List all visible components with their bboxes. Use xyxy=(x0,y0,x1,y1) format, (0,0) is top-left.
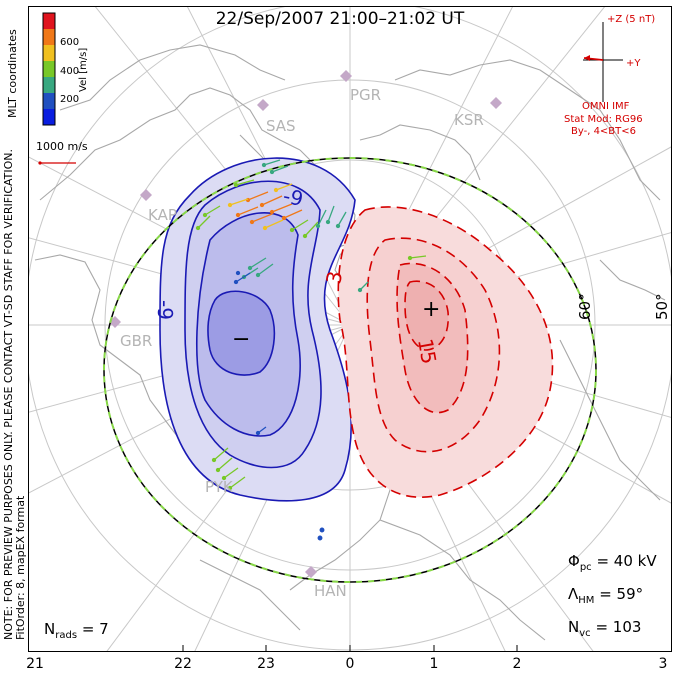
colorbar-tick-400: 400 xyxy=(60,66,80,77)
mlt-tick-3: 3 xyxy=(658,656,668,672)
colorbar-tick-200: 200 xyxy=(60,94,80,105)
station-labels: PGR SAS KSR KAP GBR PYK HAN xyxy=(120,86,484,600)
mlt-tick-2: 2 xyxy=(512,656,522,672)
mlt-coordinates-label: MLT coordinates xyxy=(6,29,19,118)
imf-source: OMNI IMF xyxy=(582,101,630,112)
contour-label-pos-2: 15 xyxy=(413,337,441,366)
contour-label-neg-1: -9 xyxy=(281,183,306,211)
mlt-tick-marks xyxy=(182,645,518,651)
velocity-vectors xyxy=(195,159,427,541)
radar-count: Nrads = 7 xyxy=(44,620,109,641)
minimum-marker: − xyxy=(232,327,250,352)
station-label-han: HAN xyxy=(314,582,347,600)
mlt-tick-0: 0 xyxy=(345,656,355,672)
mlt-tick-22: 22 xyxy=(174,656,192,672)
maximum-marker: + xyxy=(422,297,440,322)
heppner-maynard-latitude: ΛHM = 59° xyxy=(568,585,644,606)
imf-scale-label: +Z (5 nT) xyxy=(607,14,656,25)
mlt-tick-1: 1 xyxy=(429,656,439,672)
station-label-sas: SAS xyxy=(266,117,296,135)
statistical-model: Stat Mod: RG96 xyxy=(564,114,643,125)
imf-dial xyxy=(583,22,623,102)
negative-potential-cell xyxy=(159,157,356,502)
colorbar-label: Vel [m/s] xyxy=(78,47,89,92)
station-label-gbr: GBR xyxy=(120,332,152,350)
colorbar-tick-600: 600 xyxy=(60,37,80,48)
station-label-pyk: PYK xyxy=(205,478,234,496)
station-label-kap: KAP xyxy=(148,206,177,224)
latitude-label-60: 60° xyxy=(576,293,594,320)
reference-vector-label: 1000 m/s xyxy=(36,140,88,153)
latitude-label-50: 50° xyxy=(653,293,671,320)
map-title: 22/Sep/2007 21:00–21:02 UT xyxy=(215,9,465,29)
contour-label-neg-2: -9 xyxy=(153,300,177,320)
reference-vector xyxy=(38,161,76,165)
contour-label-pos-1: 3 xyxy=(321,269,347,286)
mlt-tick-21: 21 xyxy=(26,656,44,672)
imf-condition: By-, 4<BT<6 xyxy=(571,126,637,137)
velocity-colorbar xyxy=(42,12,56,126)
vector-count: Nvc = 103 xyxy=(568,618,642,639)
convection-boundary xyxy=(103,157,597,583)
station-label-pgr: PGR xyxy=(350,86,381,104)
positive-potential-cell xyxy=(337,206,554,498)
plot-frame xyxy=(28,6,672,652)
station-label-ksr: KSR xyxy=(454,111,484,129)
imf-y-label: +Y xyxy=(626,58,641,69)
fit-order-label: FitOrder: 8, mapEX format xyxy=(14,495,27,640)
cross-polar-potential: Φpc = 40 kV xyxy=(568,552,657,573)
contour-labels: -9 -9 3 15 xyxy=(153,183,441,366)
mlt-tick-23: 23 xyxy=(257,656,275,672)
